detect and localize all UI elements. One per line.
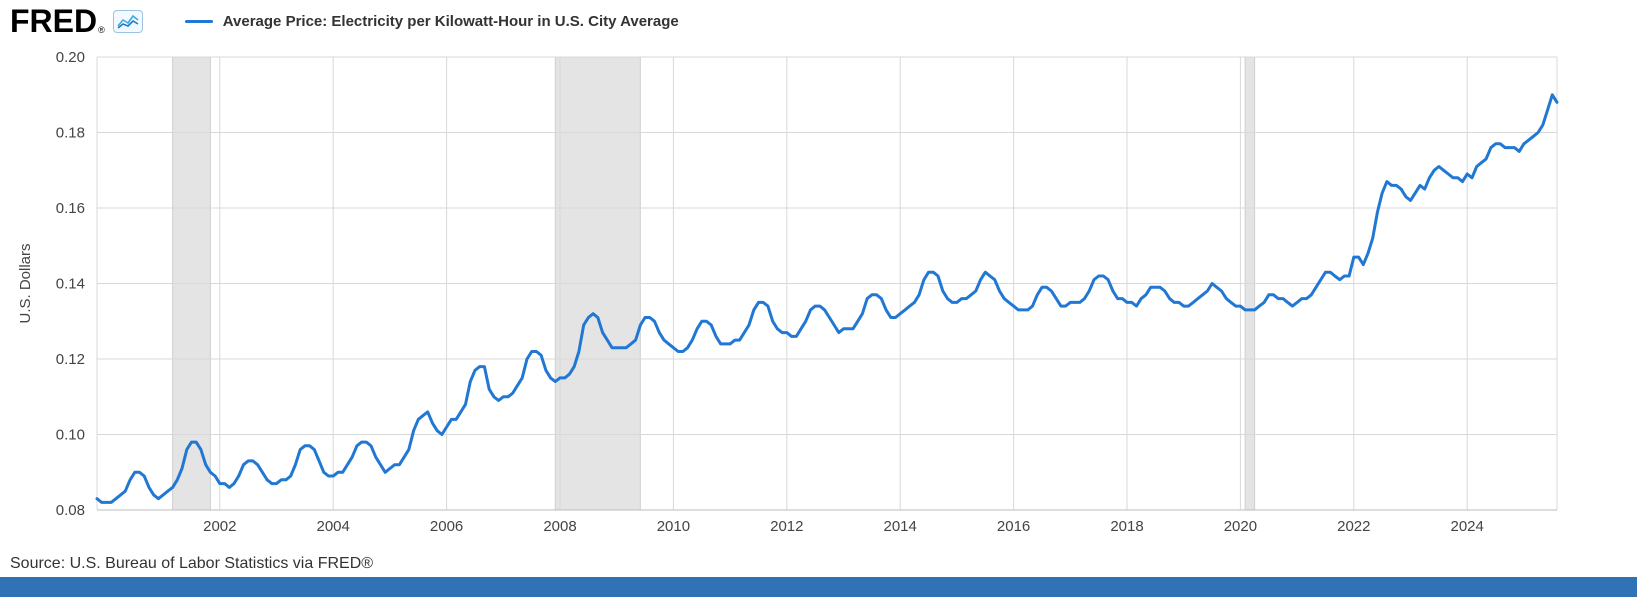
y-tick-label: 0.20 bbox=[56, 49, 85, 66]
x-tick-label: 2022 bbox=[1337, 518, 1370, 535]
x-tick-label: 2018 bbox=[1110, 518, 1143, 535]
y-tick-label: 0.08 bbox=[56, 502, 85, 519]
data-line[interactable] bbox=[95, 93, 1559, 504]
fred-logo[interactable]: FRED ® bbox=[10, 5, 105, 37]
legend-label: Average Price: Electricity per Kilowatt-… bbox=[222, 12, 679, 30]
x-tick-label: 2006 bbox=[430, 518, 463, 535]
x-tick-label: 2008 bbox=[543, 518, 576, 535]
chart-header: FRED ® Average Price: Electricity per Ki… bbox=[10, 5, 679, 37]
fred-logo-text: FRED bbox=[10, 3, 98, 39]
registered-mark: ® bbox=[98, 25, 105, 35]
source-attribution: Source: U.S. Bureau of Labor Statistics … bbox=[10, 555, 374, 572]
y-tick-label: 0.12 bbox=[56, 351, 85, 368]
x-tick-label: 2004 bbox=[317, 518, 350, 535]
x-tick-label: 2012 bbox=[770, 518, 803, 535]
legend: Average Price: Electricity per Kilowatt-… bbox=[184, 12, 679, 30]
mini-line-chart-icon bbox=[112, 9, 143, 33]
x-tick-label: 2014 bbox=[884, 518, 917, 535]
legend-line-swatch bbox=[184, 19, 213, 23]
x-tick-label: 2024 bbox=[1451, 518, 1484, 535]
footer-bar bbox=[0, 577, 1637, 597]
y-tick-label: 0.18 bbox=[56, 125, 85, 142]
x-tick-label: 2002 bbox=[203, 518, 236, 535]
y-tick-label: 0.10 bbox=[56, 427, 85, 444]
x-tick-label: 2016 bbox=[997, 518, 1030, 535]
x-tick-label: 2010 bbox=[657, 518, 690, 535]
y-axis-title: U.S. Dollars bbox=[17, 243, 34, 323]
y-tick-label: 0.14 bbox=[56, 276, 85, 293]
x-tick-label: 2020 bbox=[1224, 518, 1257, 535]
y-tick-label: 0.16 bbox=[56, 200, 85, 217]
